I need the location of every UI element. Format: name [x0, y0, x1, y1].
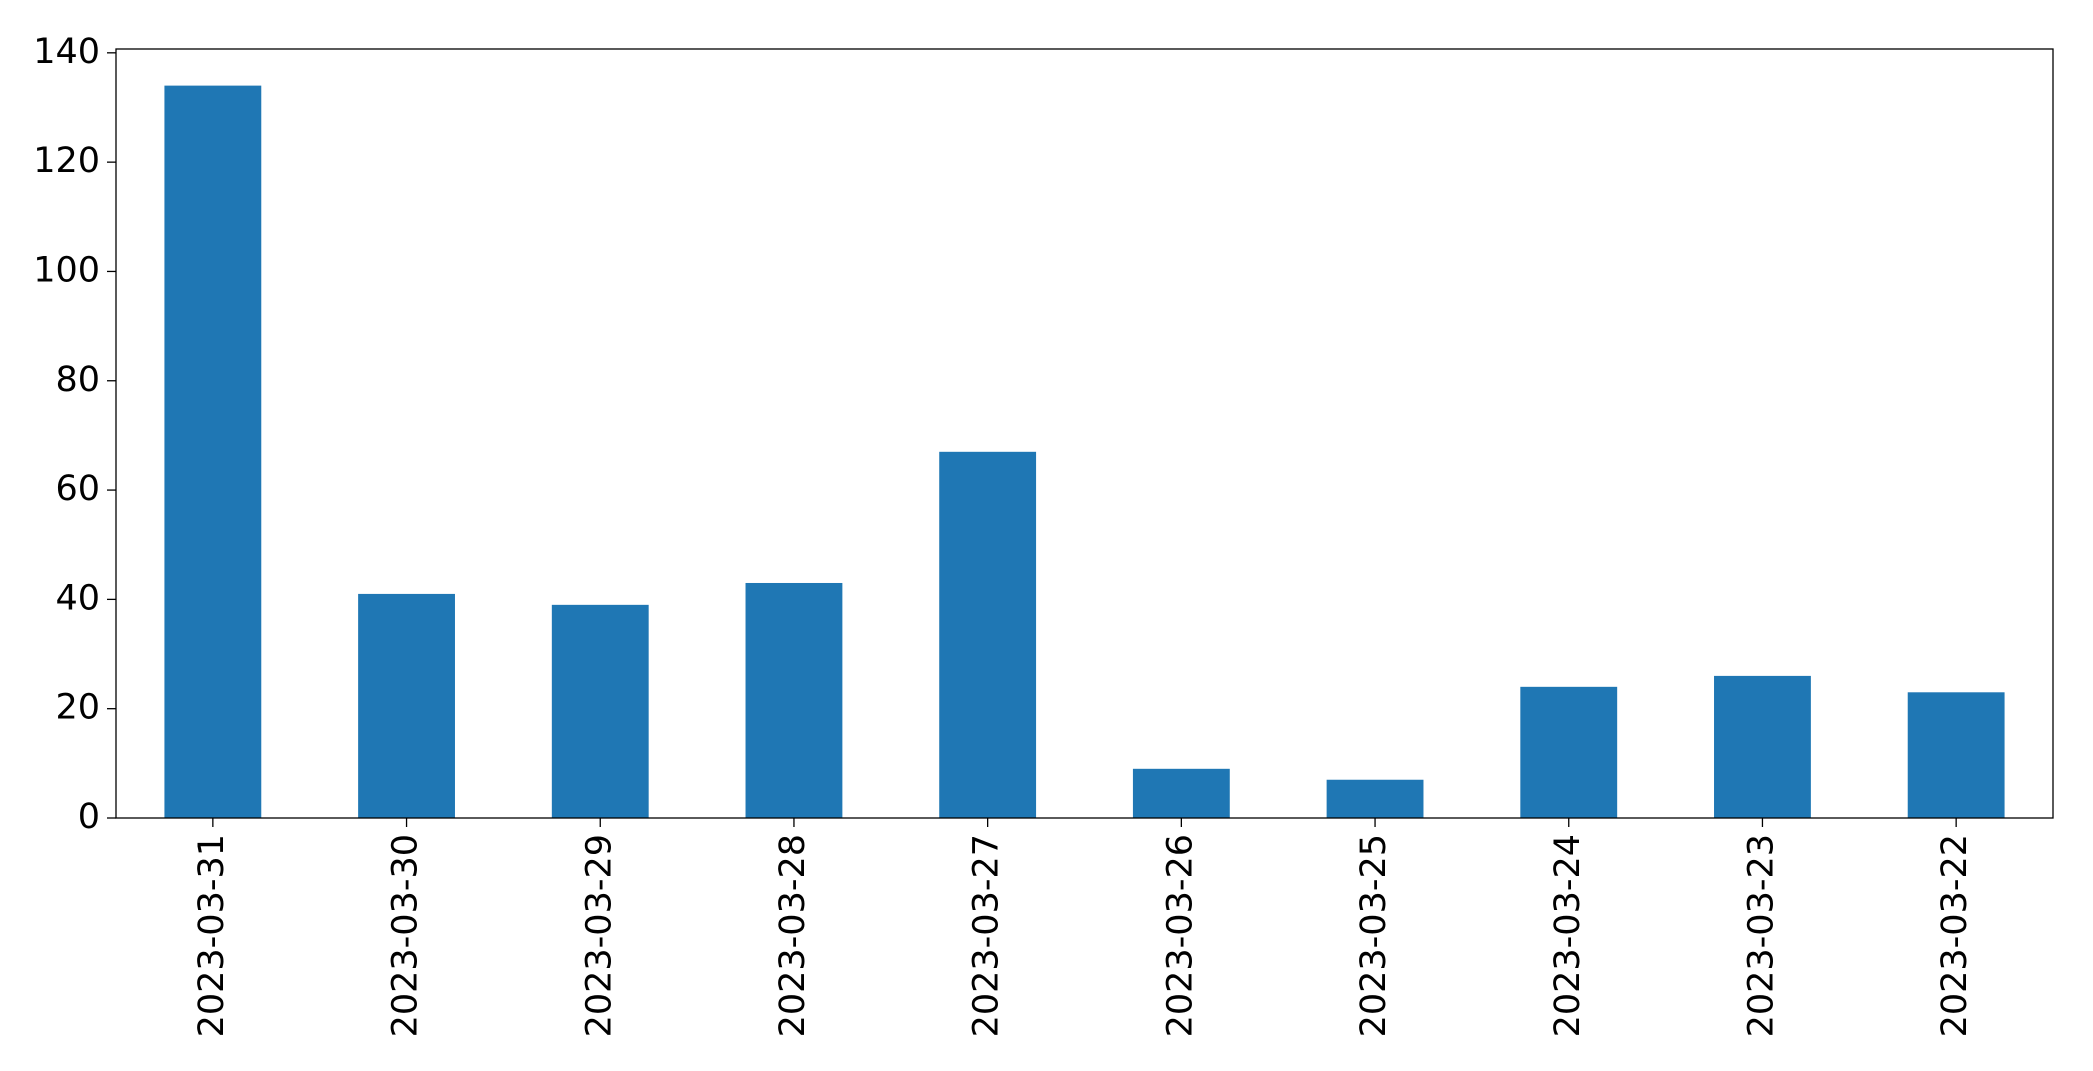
y-tick-label: 120 — [33, 141, 100, 181]
y-tick-label: 80 — [55, 360, 100, 400]
x-tick-label: 2023-03-30 — [386, 834, 426, 1037]
bar — [358, 593, 455, 818]
bar — [1520, 686, 1618, 818]
bar — [551, 604, 649, 818]
y-tick-label: 60 — [55, 469, 100, 509]
x-tick-label: 2023-03-25 — [1354, 834, 1394, 1037]
bar — [1907, 692, 2005, 818]
bar — [745, 582, 843, 818]
bar — [1326, 779, 1424, 818]
x-tick-label: 2023-03-27 — [967, 834, 1007, 1037]
y-tick-label: 140 — [33, 32, 100, 72]
x-tick-label: 2023-03-24 — [1548, 834, 1588, 1037]
bar — [939, 451, 1037, 818]
bar — [164, 85, 262, 819]
bar — [1714, 675, 1811, 818]
y-tick-label: 20 — [55, 688, 100, 728]
x-tick-label: 2023-03-23 — [1741, 834, 1781, 1037]
x-tick-label: 2023-03-29 — [579, 834, 619, 1037]
y-tick-label: 0 — [78, 797, 100, 837]
x-tick-label: 2023-03-31 — [192, 834, 232, 1037]
plot-frame — [115, 48, 2054, 819]
x-tick-label: 2023-03-26 — [1160, 834, 1200, 1037]
x-tick-label: 2023-03-28 — [773, 834, 813, 1037]
y-tick-label: 100 — [33, 250, 100, 290]
y-tick-label: 40 — [55, 578, 100, 618]
x-tick-label: 2023-03-22 — [1935, 834, 1975, 1037]
bar — [1132, 768, 1230, 818]
